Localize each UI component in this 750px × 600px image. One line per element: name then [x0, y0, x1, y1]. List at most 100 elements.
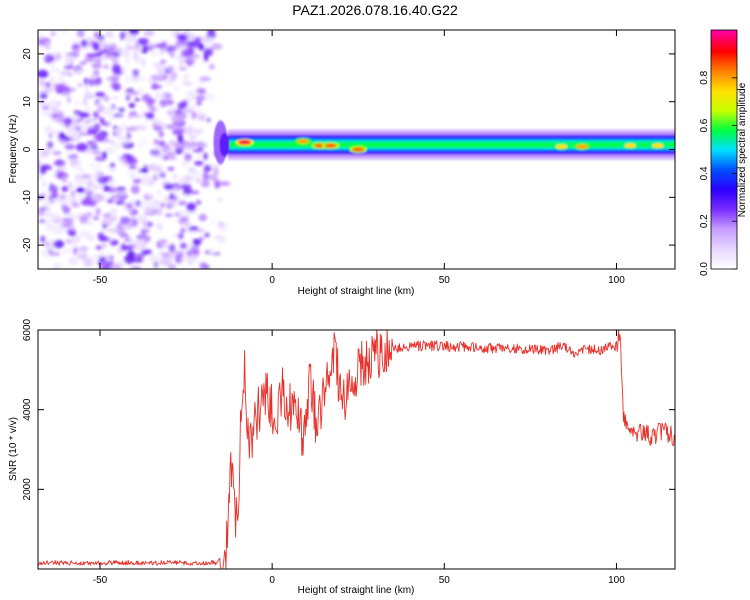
colorbar-cell [711, 33, 737, 37]
noise-speckle [111, 103, 116, 111]
noise-speckle [100, 264, 112, 269]
colorbar-cell [711, 153, 737, 157]
noise-speckle [189, 190, 200, 194]
noise-speckle [152, 224, 164, 229]
spectrogram-x-tick-label: 100 [608, 275, 625, 286]
noise-speckle [178, 232, 184, 240]
noise-speckle [128, 171, 136, 179]
noise-speckle [89, 253, 99, 262]
noise-speckle [113, 113, 124, 118]
noise-speckle [116, 154, 121, 161]
noise-speckle [93, 164, 102, 169]
snr-x-tick-label: -50 [93, 575, 108, 586]
spectrogram-x-tick-label: -50 [93, 275, 108, 286]
noise-speckle [85, 53, 98, 58]
noise-speckle [57, 111, 65, 120]
noise-speckle [112, 130, 117, 137]
noise-speckle [106, 77, 115, 81]
colorbar-cell [711, 161, 737, 165]
snr-y-tick-label: 4000 [22, 398, 33, 421]
noise-speckle [87, 173, 92, 182]
snr-plot-area [38, 330, 675, 569]
noise-speckle [102, 151, 108, 159]
noise-speckle [104, 147, 116, 155]
noise-speckle [90, 162, 95, 169]
noise-speckle [65, 239, 73, 244]
noise-speckle [179, 59, 184, 68]
noise-speckle [180, 183, 192, 190]
noise-speckle [139, 75, 145, 82]
noise-speckle [41, 179, 47, 188]
colorbar-cell [711, 209, 737, 212]
noise-speckle [178, 67, 188, 71]
signal-onset-core [219, 132, 230, 157]
noise-speckle [194, 95, 206, 101]
noise-speckle [203, 168, 209, 173]
noise-speckle [198, 142, 206, 147]
colorbar-cell [711, 177, 737, 180]
noise-speckle [97, 175, 109, 185]
colorbar-cell [711, 239, 737, 242]
noise-speckle [165, 151, 176, 160]
noise-speckle [210, 219, 216, 224]
spectrogram-y-axis-label: Frequency (Hz) [8, 115, 19, 184]
noise-speckle [41, 203, 47, 208]
noise-speckle [73, 166, 78, 170]
noise-speckle [86, 219, 94, 227]
noise-speckle [77, 31, 84, 37]
colorbar-cell [711, 199, 737, 202]
noise-speckle [67, 128, 79, 138]
noise-speckle [148, 174, 156, 179]
noise-speckle [125, 202, 133, 210]
colorbar-frame [710, 29, 738, 270]
snr-y-tick-label: 6000 [22, 318, 33, 341]
noise-speckle [119, 48, 127, 54]
noise-speckle [53, 83, 61, 88]
noise-speckle [92, 193, 104, 203]
noise-speckle [73, 122, 83, 128]
colorbar-cell [711, 245, 737, 248]
noise-speckle [70, 158, 79, 166]
noise-speckle [138, 43, 144, 51]
noise-speckle [80, 45, 88, 52]
colorbar-cell [711, 51, 737, 55]
noise-speckle [108, 139, 114, 145]
noise-speckle [165, 82, 172, 86]
noise-speckle [98, 236, 110, 242]
noise-speckle [147, 78, 155, 85]
colorbar-cell [711, 231, 737, 234]
noise-speckle [59, 70, 72, 76]
snr-x-ticks: -50 0 50 100 [93, 330, 625, 586]
noise-speckle [110, 95, 120, 100]
noise-speckle [181, 81, 192, 87]
noise-speckle [182, 75, 188, 83]
noise-speckle [169, 50, 175, 58]
noise-speckle [143, 30, 155, 37]
noise-speckle [161, 170, 167, 174]
colorbar-tick-label: 0.2 [699, 214, 710, 228]
noise-speckle [203, 49, 214, 57]
noise-speckle [156, 69, 166, 77]
noise-speckle [47, 239, 57, 243]
noise-speckle [132, 69, 140, 77]
noise-speckle [164, 99, 175, 106]
noise-speckle [195, 200, 202, 205]
colorbar-cell [711, 139, 737, 143]
colorbar-cell [711, 65, 737, 69]
noise-speckle [154, 94, 166, 100]
colorbar-cell [711, 163, 737, 167]
noise-speckle [134, 114, 142, 119]
colorbar-cell [711, 223, 737, 226]
noise-speckle [134, 97, 140, 102]
noise-speckle [187, 260, 193, 265]
spectrogram-y-tick-label: -10 [22, 190, 33, 205]
noise-speckle [61, 218, 71, 222]
noise-speckle [200, 36, 208, 41]
noise-speckle [61, 186, 69, 193]
noise-speckle [135, 54, 142, 64]
noise-speckle [159, 99, 167, 108]
colorbar-label: Normalized spectral amplitude [737, 82, 748, 217]
noise-speckle [44, 125, 53, 134]
noise-speckle [61, 175, 67, 183]
noise-speckle [136, 171, 141, 175]
